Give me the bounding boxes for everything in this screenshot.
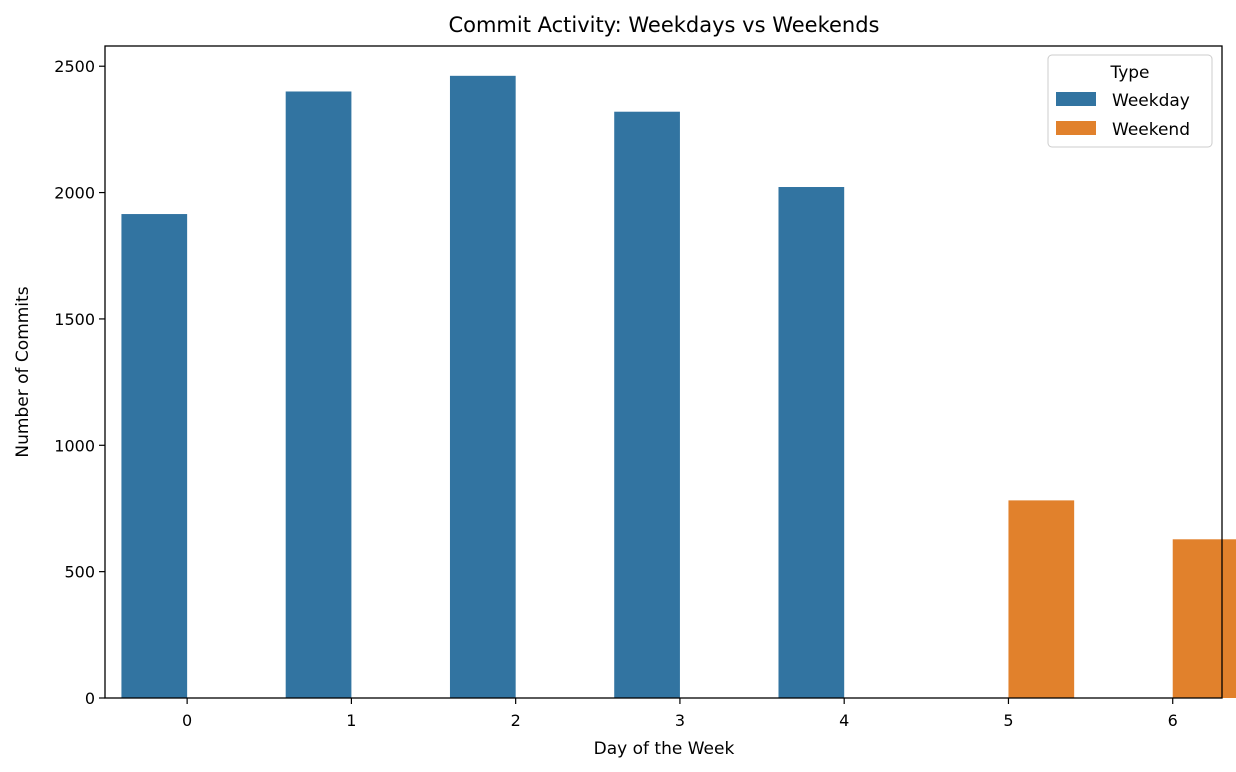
x-tick-label: 5 [1003,711,1013,730]
y-tick-label: 500 [64,563,95,582]
legend-title: Type [1109,63,1149,83]
x-tick-label: 2 [511,711,521,730]
y-tick-label: 1500 [54,310,95,329]
legend-swatch-weekday [1056,92,1096,106]
plot-area-frame [104,45,1223,699]
y-axis-label: Number of Commits [13,286,33,457]
x-tick-label: 3 [675,711,685,730]
legend-label-weekend: Weekend [1112,120,1190,140]
bar-weekday-day-3 [614,111,680,698]
x-tick-label: 1 [346,711,356,730]
bar-weekday-day-2 [449,75,516,698]
x-tick-label: 4 [839,711,849,730]
y-tick-label: 2500 [54,57,95,76]
bar-weekend-day-6 [1172,539,1236,698]
legend: Type Weekday Weekend [1047,54,1213,148]
x-axis-label: Day of the Week [594,739,735,759]
x-tick-label: 6 [1168,711,1178,730]
bar-weekday-day-0 [121,214,188,699]
bar-weekday-day-1 [285,91,352,699]
x-axis-ticks: 0 1 2 3 4 5 6 [182,698,1178,730]
bars-group [121,75,1236,699]
legend-swatch-weekend [1056,121,1096,135]
y-axis-ticks: 0 500 1000 1500 2000 2500 [54,57,105,708]
bar-weekend-day-5 [1008,500,1075,698]
y-tick-label: 0 [85,689,95,708]
y-tick-label: 1000 [54,436,95,455]
legend-label-weekday: Weekday [1112,91,1190,111]
x-tick-label: 0 [182,711,192,730]
y-tick-label: 2000 [54,184,95,203]
bar-weekday-day-4 [778,187,845,698]
chart-title: Commit Activity: Weekdays vs Weekends [448,13,879,37]
